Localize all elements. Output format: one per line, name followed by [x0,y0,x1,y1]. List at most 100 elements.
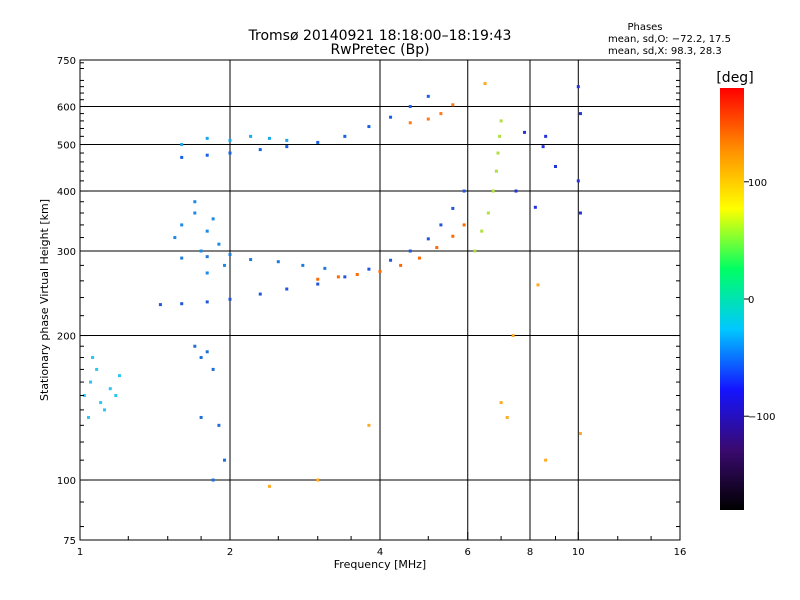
y-tick-label: 100 [57,476,76,487]
data-point [205,350,209,354]
data-point [285,145,289,149]
data-point [217,242,221,246]
x-tick-label: 2 [227,547,233,558]
data-point [89,380,93,384]
data-point [544,134,548,138]
data-point [578,432,582,436]
data-point [316,282,320,286]
axis-ticks [79,59,681,541]
data-point [180,143,184,147]
y-tick-label: 750 [57,56,76,67]
data-point [408,105,412,109]
data-point [576,85,580,89]
data-point [505,415,509,419]
data-point [483,82,487,86]
data-point [451,206,455,210]
data-point [378,269,382,273]
data-point [285,138,289,142]
data-point [426,117,430,121]
data-point [578,211,582,215]
y-tick-label: 200 [57,332,76,343]
data-point [367,267,371,271]
data-point [486,211,490,215]
y-axis-label: Stationary phase Virtual Height [km] [38,199,51,401]
data-point [205,300,209,304]
data-point [193,200,197,204]
stats-header: Phases [627,22,662,33]
data-point [205,255,209,259]
data-point [499,119,503,123]
data-point [173,236,177,240]
data-point [499,401,503,405]
stats-line-o: mean, sd,O: −72.2, 17.5 [608,34,731,45]
data-point [544,458,548,462]
data-point [114,394,118,398]
data-point [285,287,289,291]
data-point [228,138,232,142]
data-point [496,151,500,155]
data-point [451,103,455,107]
data-point [533,205,537,209]
y-tick-label: 600 [57,103,76,114]
data-point [228,253,232,257]
data-point [223,458,227,462]
data-point [193,344,197,348]
data-point [205,229,209,233]
data-point [491,189,495,193]
colorbar-ticks: 100 0 −100 [744,178,775,423]
data-point [323,266,327,270]
data-point [553,164,557,168]
data-point [355,273,359,277]
colorbar-tick-label: 100 [748,178,767,189]
data-point [158,303,162,307]
data-point [426,237,430,241]
data-point [199,355,203,359]
data-point [451,234,455,238]
data-point [316,277,320,281]
data-point [316,478,320,482]
colorbar-tick-label: 0 [748,295,754,306]
y-tick-label: 400 [57,187,76,198]
data-point [514,189,518,193]
data-point [180,155,184,159]
data-point [576,179,580,183]
data-point [426,94,430,98]
data-point [180,223,184,227]
axis-tick-labels: 1 2 4 6 8 10 16 75 100 200 300 400 500 600 750 [57,56,686,558]
data-point [82,394,86,398]
x-tick-label: 6 [465,547,471,558]
chart-title: Tromsø 20140921 18:18:00–18:19:43 [248,28,512,44]
data-point [228,297,232,301]
data-point [536,283,540,287]
data-point [199,249,203,253]
data-point [99,401,103,405]
data-point [95,367,99,371]
data-point [336,275,340,279]
y-tick-label: 75 [63,536,76,547]
data-point [211,367,215,371]
colorbar-tick-label: −100 [748,412,775,423]
y-tick-label: 500 [57,141,76,152]
data-point [511,334,515,338]
data-point [417,256,421,260]
data-point [462,189,466,193]
data-point [180,302,184,306]
data-point [523,130,527,134]
data-point [258,292,262,296]
data-point [389,115,393,119]
data-point [439,223,443,227]
data-point [494,169,498,173]
data-point [316,140,320,144]
data-point [578,112,582,116]
stats-line-x: mean, sd,X: 98.3, 28.3 [608,46,722,57]
data-point [193,211,197,215]
x-tick-label: 1 [77,547,83,558]
data-points [82,82,582,488]
x-axis-label: Frequency [MHz] [334,558,426,571]
data-point [439,112,443,116]
data-point [389,258,393,262]
data-point [541,145,545,149]
data-point [498,134,502,138]
data-point [117,374,121,378]
